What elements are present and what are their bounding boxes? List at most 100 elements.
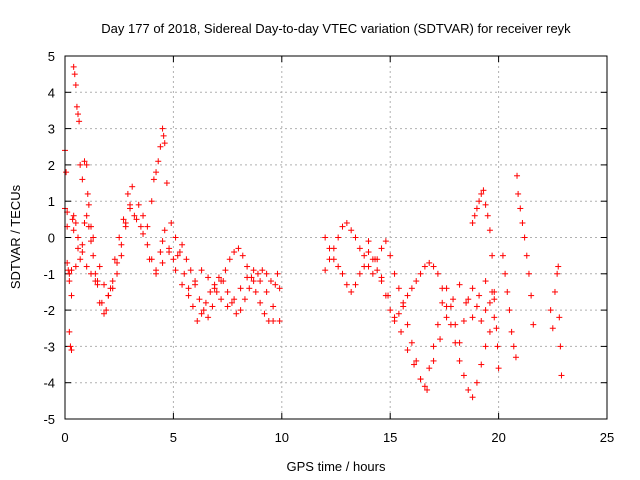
x-tick-label: 15	[383, 430, 397, 445]
data-point	[235, 245, 242, 252]
data-point	[231, 249, 238, 256]
data-point	[519, 219, 526, 226]
data-point	[322, 234, 329, 241]
data-point	[157, 143, 164, 150]
data-point	[465, 386, 472, 393]
data-point	[450, 296, 457, 303]
data-point	[155, 158, 162, 165]
data-point	[512, 354, 519, 361]
data-point	[259, 267, 266, 274]
data-point	[408, 285, 415, 292]
data-point	[220, 278, 227, 285]
data-point	[556, 314, 563, 321]
data-point	[430, 357, 437, 364]
data-point	[244, 263, 251, 270]
data-point	[400, 299, 407, 306]
data-point	[239, 252, 246, 259]
data-point	[88, 238, 95, 245]
data-point	[88, 223, 95, 230]
data-point	[482, 201, 489, 208]
data-point	[189, 303, 196, 310]
data-point	[482, 278, 489, 285]
data-point	[118, 241, 125, 248]
data-point	[111, 256, 118, 263]
data-point	[276, 285, 283, 292]
data-point	[554, 270, 561, 277]
data-point	[391, 270, 398, 277]
data-point	[237, 285, 244, 292]
data-point	[70, 212, 77, 219]
data-point	[547, 307, 554, 314]
data-point	[67, 343, 74, 350]
data-point	[322, 267, 329, 274]
data-point	[484, 212, 491, 219]
data-point	[124, 190, 131, 197]
data-point	[150, 176, 157, 183]
data-point	[83, 161, 90, 168]
data-point	[224, 288, 231, 295]
data-point	[90, 252, 97, 259]
data-point	[72, 263, 79, 270]
data-point	[79, 241, 86, 248]
data-point	[66, 270, 73, 277]
data-point	[140, 230, 147, 237]
data-point	[198, 310, 205, 317]
data-point	[237, 307, 244, 314]
data-point	[131, 212, 138, 219]
data-point	[417, 376, 424, 383]
data-point	[127, 201, 134, 208]
data-point	[343, 219, 350, 226]
data-point	[335, 234, 342, 241]
data-point	[90, 234, 97, 241]
data-point	[352, 234, 359, 241]
data-point	[205, 274, 212, 281]
data-point	[202, 299, 209, 306]
data-point	[166, 249, 173, 256]
data-point	[443, 314, 450, 321]
data-point	[215, 274, 222, 281]
data-point	[250, 278, 257, 285]
data-point	[374, 267, 381, 274]
data-point	[348, 227, 355, 234]
data-point	[83, 263, 90, 270]
data-point	[233, 310, 240, 317]
data-point	[385, 292, 392, 299]
data-point	[378, 274, 385, 281]
data-point	[486, 299, 493, 306]
data-point	[75, 245, 82, 252]
data-point	[137, 223, 144, 230]
data-point	[73, 103, 80, 110]
data-point	[226, 256, 233, 263]
data-point	[157, 249, 164, 256]
data-point	[382, 238, 389, 245]
data-point	[391, 314, 398, 321]
data-point	[144, 223, 151, 230]
data-point	[85, 201, 92, 208]
data-point	[480, 187, 487, 194]
data-point	[172, 234, 179, 241]
data-point	[365, 238, 372, 245]
data-point	[549, 325, 556, 332]
data-point	[207, 288, 214, 295]
y-tick-label: -4	[43, 376, 55, 391]
data-point	[434, 321, 441, 328]
data-point	[101, 310, 108, 317]
y-tick-label: 1	[48, 194, 55, 209]
data-point	[502, 270, 509, 277]
data-point	[421, 263, 428, 270]
data-point	[486, 227, 493, 234]
data-point	[348, 288, 355, 295]
data-point	[443, 303, 450, 310]
data-point	[476, 292, 483, 299]
data-point	[469, 219, 476, 226]
data-point	[140, 212, 147, 219]
data-point	[257, 278, 264, 285]
data-point	[387, 252, 394, 259]
data-point	[122, 223, 129, 230]
data-point	[495, 365, 502, 372]
data-point	[109, 285, 116, 292]
data-point	[254, 270, 261, 277]
data-point	[482, 307, 489, 314]
data-point	[63, 169, 70, 176]
